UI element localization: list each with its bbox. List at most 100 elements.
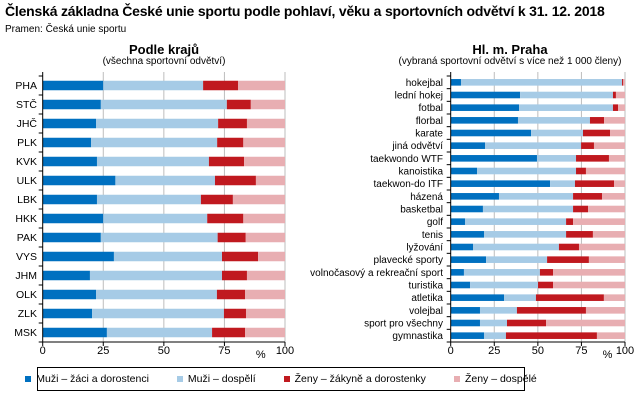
left-category-label: JHM: [15, 270, 37, 282]
right-bar-segment: [547, 256, 589, 263]
right-x-tick-label: 0: [448, 345, 454, 357]
chart-title: Členská základna České unie sportu podle…: [5, 3, 605, 19]
legend-label: Ženy – dospělé: [464, 373, 537, 385]
right-bar-segment: [553, 281, 625, 289]
right-bar-segment: [610, 129, 625, 137]
left-x-tick-label: 0: [40, 345, 46, 357]
left-bar-segment: [42, 80, 104, 91]
right-bar-segment: [450, 193, 499, 200]
right-bar-segment: [588, 205, 625, 213]
right-category-label: volejbal: [409, 306, 443, 317]
right-bar-segment: [485, 142, 582, 149]
left-category-label: STČ: [16, 98, 37, 111]
right-bar-segment: [517, 117, 590, 124]
right-bar-segment: [450, 91, 521, 99]
left-bar-segment: [42, 118, 97, 129]
right-bar-segment: [520, 91, 613, 99]
right-bar-segment: [483, 332, 506, 339]
right-bar-segment: [553, 269, 625, 276]
right-bar-segment: [450, 243, 474, 251]
left-bar-segment: [89, 270, 223, 281]
right-bar-segment: [623, 79, 625, 86]
left-bar-segment: [212, 327, 246, 338]
left-bar-segment: [232, 194, 285, 205]
right-bar-segment: [574, 180, 615, 187]
left-bar-segment: [217, 137, 244, 148]
left-bar-segment: [245, 327, 285, 338]
legend-label: Muži – dospělí: [187, 373, 256, 385]
right-bar-segment: [550, 180, 575, 187]
right-bar-segment: [578, 243, 625, 251]
left-x-tick-label: 50: [158, 345, 170, 357]
left-category-label: VYS: [16, 251, 37, 263]
source-note: Pramen: Česká unie sportu: [5, 24, 127, 35]
right-category-label: florbal: [416, 116, 443, 127]
right-bar-segment: [566, 231, 593, 238]
right-bar-segment: [450, 142, 486, 149]
right-bar-segment: [450, 307, 480, 314]
left-bar-segment: [237, 80, 285, 91]
left-bar-segment: [217, 232, 246, 243]
right-x-tick-label: 75: [575, 345, 587, 357]
left-bar-segment: [96, 156, 209, 167]
right-bar-segment: [450, 205, 483, 213]
right-bar-segment: [573, 193, 602, 200]
left-bar-segment: [245, 232, 285, 243]
right-category-label: volnočasový a rekreační sport: [310, 268, 443, 279]
right-bar-segment: [450, 218, 465, 225]
right-bar-segment: [615, 91, 625, 99]
right-bar-segment: [450, 155, 537, 162]
left-bar-segment: [244, 156, 285, 167]
left-bar-segment: [100, 99, 227, 110]
right-bar-segment: [450, 231, 484, 238]
right-bar-segment: [463, 269, 540, 276]
right-bar-segment: [450, 281, 471, 289]
left-bar-segment: [103, 213, 208, 224]
right-bar-segment: [612, 91, 616, 99]
right-bar-segment: [622, 79, 624, 86]
left-category-label: PHA: [15, 80, 37, 92]
left-bar-segment: [208, 156, 245, 167]
left-bar-segment: [246, 118, 285, 129]
right-category-label: plavecké sporty: [374, 255, 443, 266]
left-bar-segment: [115, 175, 215, 186]
right-bar-segment: [479, 319, 507, 327]
right-bar-segment: [473, 243, 559, 251]
right-bar-segment: [505, 332, 597, 339]
right-bar-segment: [464, 218, 567, 225]
left-x-tick-label: 25: [97, 345, 109, 357]
right-bar-segment: [582, 129, 611, 137]
right-bar-segment: [450, 319, 480, 327]
right-bar-segment: [589, 117, 605, 124]
right-x-tick-label: 25: [488, 345, 500, 357]
right-bar-segment: [573, 218, 625, 225]
right-bar-segment: [479, 307, 517, 314]
right-bar-segment: [450, 79, 461, 86]
legend-item: Ženy – žákyně a dorostenky: [283, 373, 426, 385]
right-bar-segment: [460, 79, 623, 86]
left-bar-segment: [223, 308, 246, 319]
left-bar-segment: [42, 327, 107, 338]
left-category-label: JHČ: [17, 117, 38, 130]
left-category-label: ULK: [17, 175, 37, 187]
right-bar-segment: [608, 155, 625, 162]
left-bar-segment: [42, 270, 90, 281]
left-bar-segment: [258, 251, 285, 262]
right-category-label: atletika: [411, 293, 443, 304]
right-bar-segment: [535, 294, 604, 301]
right-bar-segment: [592, 231, 625, 238]
right-bar-segment: [450, 117, 518, 124]
left-category-label: LBK: [17, 194, 37, 206]
right-bar-segment: [614, 180, 625, 187]
right-bar-segment: [558, 243, 579, 251]
right-panel-subtitle: (vybraná sportovní odvětví s více než 1 …: [398, 56, 622, 67]
right-bar-segment: [450, 269, 464, 276]
left-bar-segment: [96, 194, 201, 205]
left-bar-segment: [203, 80, 238, 91]
left-bar-segment: [42, 137, 92, 148]
left-bar-segment: [243, 213, 285, 224]
right-bar-segment: [573, 205, 589, 213]
legend-item: Muži – dospělí: [176, 373, 256, 385]
right-category-label: tenis: [422, 230, 443, 241]
